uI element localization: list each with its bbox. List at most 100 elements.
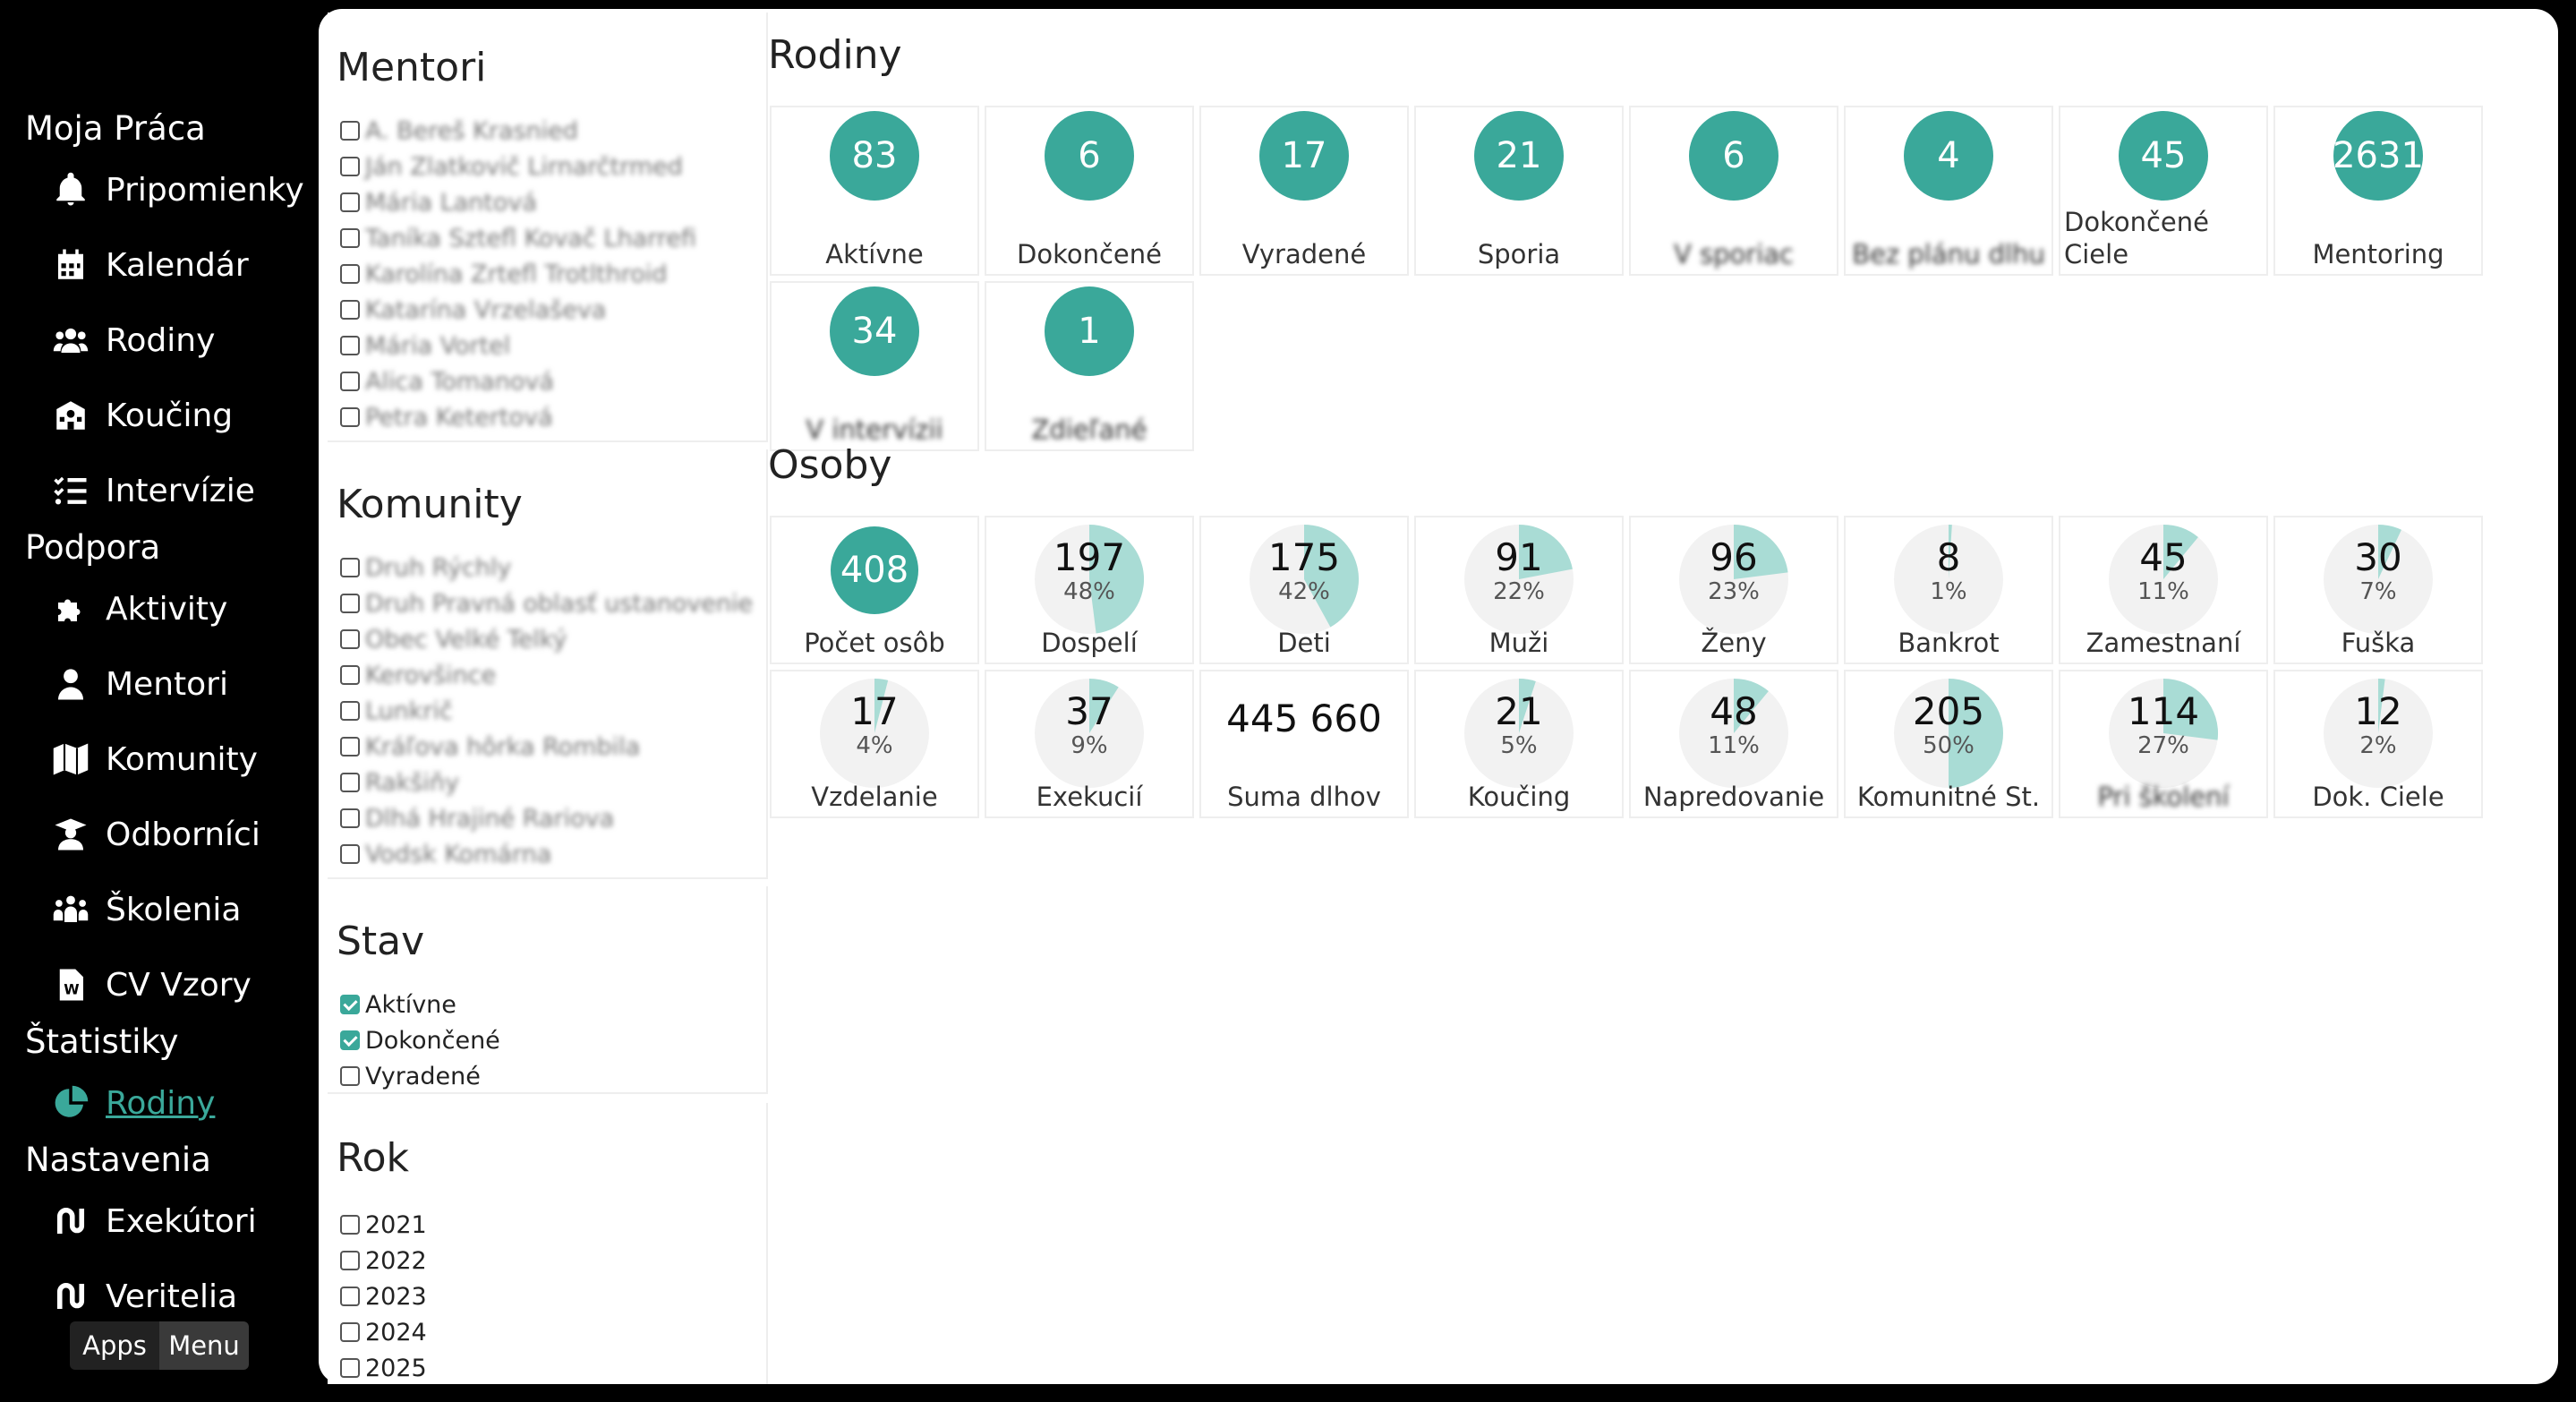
count-badge: 45 bbox=[2119, 111, 2208, 201]
checkbox[interactable] bbox=[340, 558, 360, 577]
filter-option[interactable]: Petra Ketertová bbox=[340, 399, 553, 435]
checkbox[interactable] bbox=[340, 1287, 360, 1306]
osoby-card[interactable]: 96 23% Ženy bbox=[1629, 516, 1838, 664]
filter-option[interactable]: 2025 bbox=[340, 1350, 427, 1384]
filter-option[interactable]: Obec Velké Telký bbox=[340, 621, 567, 657]
checkbox[interactable] bbox=[340, 737, 360, 757]
checkbox[interactable] bbox=[340, 844, 360, 864]
rodiny-card[interactable]: 45 Dokončené Ciele bbox=[2059, 106, 2268, 276]
rodiny-card[interactable]: 83 Aktívne bbox=[770, 106, 979, 276]
filter-option[interactable]: 2021 bbox=[340, 1207, 427, 1243]
rodiny-card[interactable]: 21 Sporia bbox=[1414, 106, 1624, 276]
nav-item-aktivity[interactable]: Aktivity bbox=[52, 582, 311, 636]
rodiny-card[interactable]: 34 V intervízii bbox=[770, 281, 979, 451]
osoby-card[interactable]: 37 9% Exekucií bbox=[985, 670, 1194, 818]
filter-option[interactable]: Mária Lantová bbox=[340, 184, 537, 220]
checkbox[interactable] bbox=[340, 701, 360, 721]
menu-button[interactable]: Menu bbox=[159, 1321, 249, 1370]
filter-option[interactable]: Vyradené bbox=[340, 1058, 481, 1092]
checkbox[interactable] bbox=[340, 1066, 360, 1086]
nav-item-skolenia[interactable]: Školenia bbox=[52, 883, 311, 936]
people-group-icon bbox=[53, 895, 89, 922]
osoby-card[interactable]: 45 11% Zamestnaní bbox=[2059, 516, 2268, 664]
checkbox[interactable] bbox=[340, 1358, 360, 1378]
filter-option[interactable]: Lunkrič bbox=[340, 693, 453, 729]
osoby-card[interactable]: 21 5% Koučing bbox=[1414, 670, 1624, 818]
checkbox[interactable] bbox=[340, 372, 360, 391]
stat-value: 21 bbox=[1495, 689, 1543, 733]
rodiny-card[interactable]: 6 V sporiac bbox=[1629, 106, 1838, 276]
nav-item-rodiny[interactable]: Rodiny bbox=[52, 313, 311, 367]
osoby-card[interactable]: 205 50% Komunitné St. bbox=[1844, 670, 2053, 818]
card-label: Pri školení bbox=[2097, 782, 2230, 812]
checkbox[interactable] bbox=[340, 192, 360, 212]
filter-option[interactable]: Ján Zlatkovič Lirnarčtrmed bbox=[340, 149, 683, 184]
filter-option[interactable]: 2023 bbox=[340, 1278, 427, 1314]
rodiny-card[interactable]: 6 Dokončené bbox=[985, 106, 1194, 276]
nav-item-koucing[interactable]: Koučing bbox=[52, 389, 311, 442]
checkbox[interactable] bbox=[340, 407, 360, 427]
nav-item-kalendar[interactable]: Kalendár bbox=[52, 238, 311, 292]
stat-percent: 50% bbox=[1923, 732, 1975, 759]
checkbox[interactable] bbox=[340, 1322, 360, 1342]
nav-item-exekutori[interactable]: Exekútori bbox=[52, 1194, 311, 1248]
filter-option[interactable]: Vodsk Komárna bbox=[340, 836, 551, 872]
nav-item-intervizie[interactable]: Intervízie bbox=[52, 464, 311, 517]
osoby-card[interactable]: 30 7% Fuška bbox=[2273, 516, 2483, 664]
checkbox[interactable] bbox=[340, 300, 360, 320]
osoby-card[interactable]: 175 42% Deti bbox=[1199, 516, 1409, 664]
filter-option[interactable]: Katarína Vrzelaševa bbox=[340, 292, 606, 328]
checkbox[interactable] bbox=[340, 629, 360, 649]
nav-item-veritelia[interactable]: Veritelia bbox=[52, 1269, 311, 1323]
rodiny-card[interactable]: 17 Vyradené bbox=[1199, 106, 1409, 276]
apps-button[interactable]: Apps bbox=[70, 1321, 159, 1370]
filter-option[interactable]: Alica Tomanová bbox=[340, 363, 554, 399]
stat-value: 12 bbox=[2354, 689, 2402, 733]
filter-option[interactable]: Rakšiňy bbox=[340, 765, 459, 800]
checkbox[interactable] bbox=[340, 228, 360, 248]
filter-option[interactable]: Druh Rýchly bbox=[340, 550, 511, 586]
checkbox[interactable] bbox=[340, 121, 360, 141]
checkbox[interactable] bbox=[340, 264, 360, 284]
nav-item-odbornici[interactable]: Odborníci bbox=[52, 808, 311, 861]
checkbox[interactable] bbox=[340, 1251, 360, 1270]
nav-item-pripomienky[interactable]: Pripomienky bbox=[52, 163, 311, 217]
filter-option[interactable]: Dokončené bbox=[340, 1022, 500, 1058]
osoby-card[interactable]: 408 Počet osôb bbox=[770, 516, 979, 664]
checkbox[interactable] bbox=[340, 157, 360, 176]
checkbox[interactable] bbox=[340, 995, 360, 1014]
nav-item-statistiky-rodiny[interactable]: Rodiny bbox=[52, 1076, 311, 1130]
osoby-card[interactable]: 17 4% Vzdelanie bbox=[770, 670, 979, 818]
nav-item-mentori[interactable]: Mentori bbox=[52, 657, 311, 711]
osoby-card[interactable]: 48 11% Napredovanie bbox=[1629, 670, 1838, 818]
rodiny-card[interactable]: 4 Bez plánu dlhu bbox=[1844, 106, 2053, 276]
osoby-card[interactable]: 8 1% Bankrot bbox=[1844, 516, 2053, 664]
checkbox[interactable] bbox=[340, 1030, 360, 1050]
osoby-card[interactable]: 445 660 Suma dlhov bbox=[1199, 670, 1409, 818]
osoby-card[interactable]: 114 27% Pri školení bbox=[2059, 670, 2268, 818]
filter-option[interactable]: Taníka Sztefl Kovač Lharrefi bbox=[340, 220, 696, 256]
checkbox[interactable] bbox=[340, 773, 360, 792]
filter-option[interactable]: 2022 bbox=[340, 1243, 427, 1278]
checkbox[interactable] bbox=[340, 594, 360, 613]
osoby-card[interactable]: 12 2% Dok. Ciele bbox=[2273, 670, 2483, 818]
filter-option[interactable]: Mária Vortel bbox=[340, 328, 510, 363]
nav-item-cv-vzory[interactable]: W CV Vzory bbox=[52, 958, 311, 1012]
filter-option[interactable]: Aktívne bbox=[340, 987, 456, 1022]
rodiny-card[interactable]: 1 Zdieľané bbox=[985, 281, 1194, 451]
nav-item-komunity[interactable]: Komunity bbox=[52, 732, 311, 786]
osoby-card[interactable]: 197 48% Dospelí bbox=[985, 516, 1194, 664]
checkbox[interactable] bbox=[340, 808, 360, 828]
filter-option[interactable]: A. Bereš Krasnied bbox=[340, 113, 578, 149]
filter-option[interactable]: Karolína Zrtefl Trotlthroid bbox=[340, 256, 667, 292]
osoby-card[interactable]: 91 22% Muži bbox=[1414, 516, 1624, 664]
filter-option[interactable]: Dlhá Hrajiné Rariova bbox=[340, 800, 614, 836]
checkbox[interactable] bbox=[340, 1215, 360, 1235]
filter-option[interactable]: 2024 bbox=[340, 1314, 427, 1350]
filter-option[interactable]: Kerovšince bbox=[340, 657, 496, 693]
filter-option[interactable]: Kráľova hôrka Rombila bbox=[340, 729, 640, 765]
checkbox[interactable] bbox=[340, 665, 360, 685]
filter-option[interactable]: Druh Pravná oblasť ustanovenie bbox=[340, 586, 753, 621]
checkbox[interactable] bbox=[340, 336, 360, 355]
rodiny-card[interactable]: 2631 Mentoring bbox=[2273, 106, 2483, 276]
